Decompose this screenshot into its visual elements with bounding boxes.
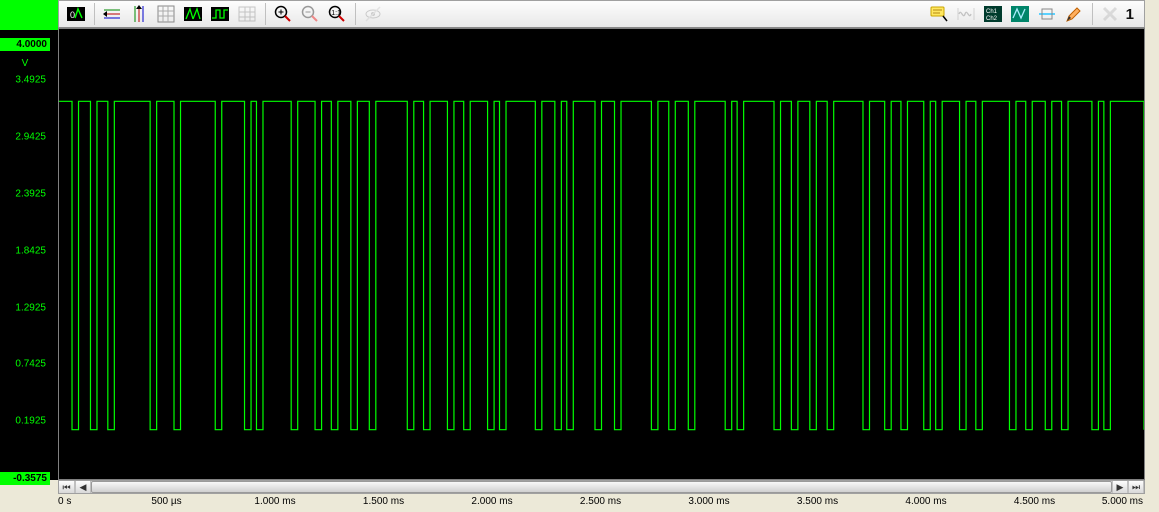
y-tick-label: 2.9425 [0,132,50,143]
x-tick-label: 4.500 ms [1014,496,1055,507]
waveform-trace [59,101,1144,429]
y-tick-label: 0.1925 [0,416,50,427]
math-channel-button[interactable] [1007,2,1033,26]
svg-text:Ch2: Ch2 [986,16,998,22]
x-tick-label: 3.000 ms [688,496,729,507]
y-tick-label: 2.3925 [0,189,50,200]
tool-table[interactable] [234,2,260,26]
measurement-button[interactable] [1034,2,1060,26]
x-tick-label: 3.500 ms [797,496,838,507]
y-tick-label: 0.7425 [0,359,50,370]
tool-scope-pulse-b[interactable] [207,2,233,26]
y-tick-label: 1.8425 [0,245,50,256]
svg-text:0: 0 [70,10,75,20]
tool-scope-pulse-a[interactable] [180,2,206,26]
channel-indicator [0,0,58,30]
time-scrollbar[interactable]: ⏮ ◀ ▶ ⏭ [58,480,1145,494]
waveform-canvas [59,29,1144,479]
delete-button[interactable] [1097,2,1123,26]
channel-min-label[interactable]: -0.3575 [0,472,50,485]
svg-text:Ch1: Ch1 [986,9,998,15]
edit-pencil-button[interactable] [1061,2,1087,26]
x-tick-label: 1.000 ms [254,496,295,507]
scroll-track[interactable] [91,481,1112,493]
zoom-fit-button[interactable]: 1:1 [324,2,350,26]
x-tick-label: 0 s [58,496,71,507]
channel-strip: 4.0000 V 3.4925 2.9425 2.3925 1.8425 1.2925 0… [0,0,58,480]
x-tick-label: 2.000 ms [471,496,512,507]
tool-cursor-vertical[interactable] [126,2,152,26]
x-tick-label: 500 µs [151,496,181,507]
x-tick-label: 5.000 ms [1102,496,1143,507]
channel-unit-label: V [0,58,50,69]
svg-text:1:1: 1:1 [331,10,341,17]
scroll-left-icon[interactable]: ◀ [75,481,91,493]
time-axis: 0 s 500 µs 1.000 ms 1.500 ms 2.000 ms 2.500 m… [58,494,1145,512]
right-margin [1145,0,1159,512]
tool-scope-single[interactable]: 0 [63,2,89,26]
y-tick-label: 3.4925 [0,75,50,86]
y-tick-label: 1.2925 [0,302,50,313]
annotation-button[interactable] [926,2,952,26]
zoom-out-button[interactable] [297,2,323,26]
oscilloscope-plot[interactable] [58,28,1145,480]
visibility-toggle[interactable] [360,2,386,26]
tool-grid[interactable] [153,2,179,26]
trace-number: 1 [1126,6,1134,23]
channel-config-button[interactable]: Ch1Ch2 [980,2,1006,26]
tool-cursor-horizontal[interactable] [99,2,125,26]
scroll-thumb[interactable] [91,481,1112,493]
x-tick-label: 4.000 ms [905,496,946,507]
x-tick-label: 1.500 ms [363,496,404,507]
channel-max-label[interactable]: 4.0000 [0,38,50,51]
zoom-in-button[interactable] [270,2,296,26]
scroll-right-icon[interactable]: ▶ [1112,481,1128,493]
scroll-right-fast-icon[interactable]: ⏭ [1128,481,1144,493]
toolbar: 0 1:1 Ch1Ch2 [58,0,1145,28]
x-tick-label: 2.500 ms [580,496,621,507]
fft-button[interactable] [953,2,979,26]
scroll-left-fast-icon[interactable]: ⏮ [59,481,75,493]
